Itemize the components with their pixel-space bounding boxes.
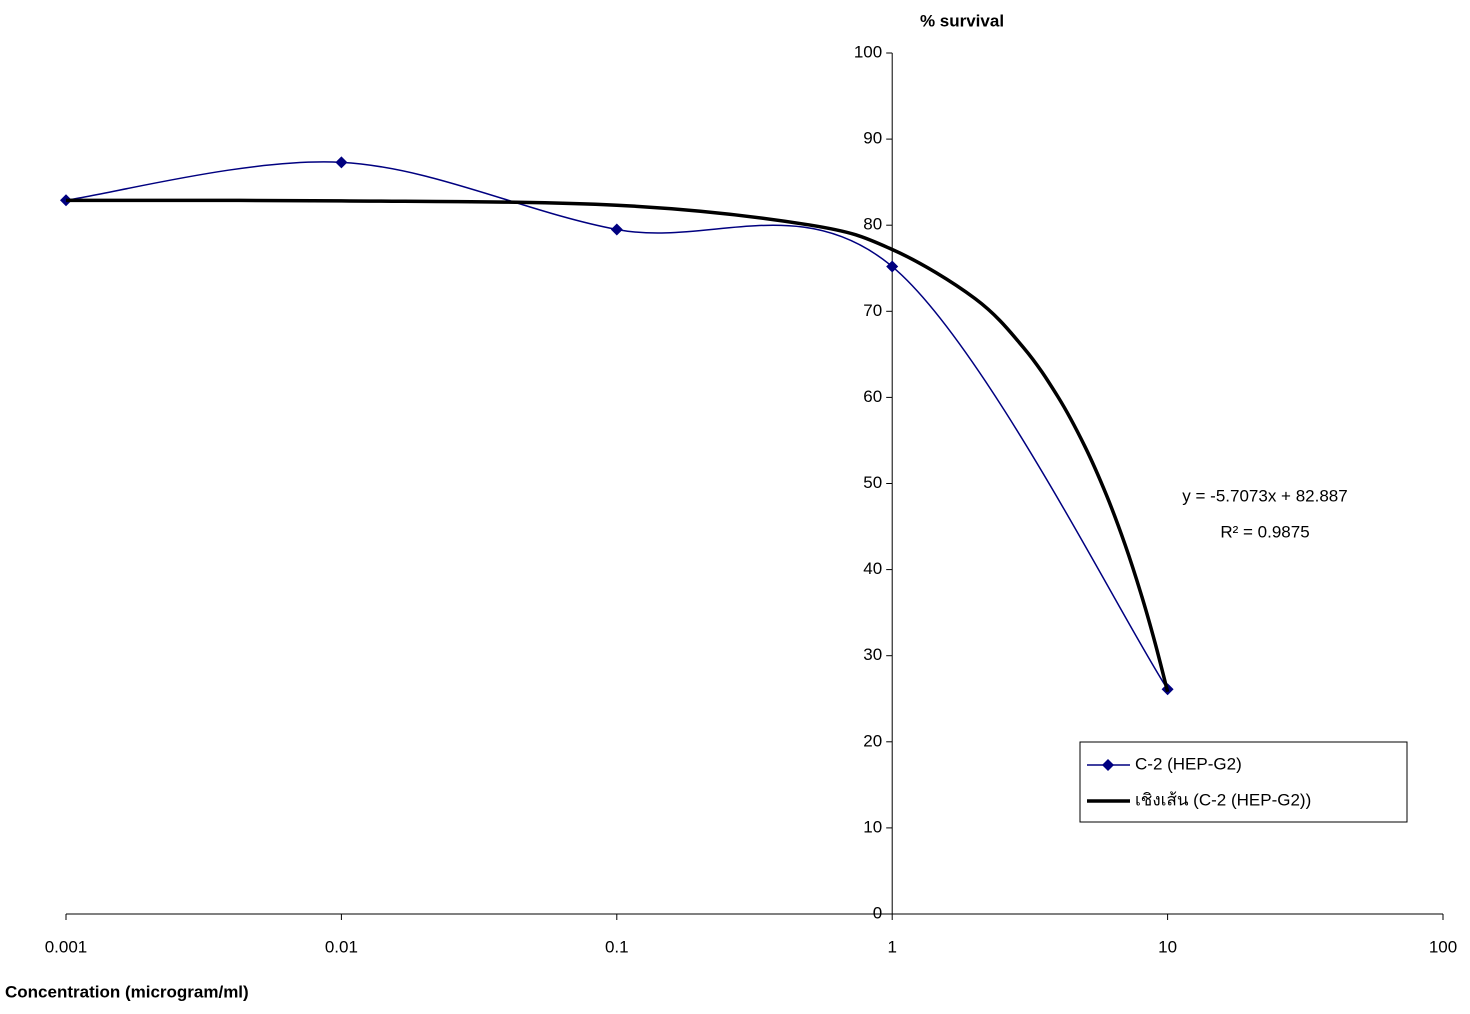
legend-label: C-2 (HEP-G2) <box>1135 754 1242 773</box>
series-line <box>65 198 1170 693</box>
r-squared: R² = 0.9875 <box>1220 522 1309 541</box>
legend-box <box>1079 741 1408 823</box>
x-tick-label: 1 <box>887 937 896 956</box>
legend-marker <box>1102 759 1114 771</box>
y-tick-label: 90 <box>863 129 882 148</box>
y-tick-label: 100 <box>854 42 882 61</box>
y-tick-label: 10 <box>863 817 882 836</box>
x-tick-label: 100 <box>1429 937 1457 956</box>
y-tick-label: 30 <box>863 645 882 664</box>
y-tick-label: 20 <box>863 731 882 750</box>
legend-label: เชิงเส้น (C-2 (HEP-G2)) <box>1135 790 1311 809</box>
y-tick-label: 80 <box>863 215 882 234</box>
point <box>886 260 899 273</box>
y-tick-label: 60 <box>863 387 882 406</box>
x-tick-label: 10 <box>1158 937 1177 956</box>
y-axis-title: % survival <box>920 11 1004 30</box>
y-tick-label: 70 <box>863 301 882 320</box>
y-tick-label: 0 <box>873 903 882 922</box>
x-tick-label: 0.1 <box>605 937 629 956</box>
x-tick-label: 0.001 <box>45 937 88 956</box>
y-tick-label: 40 <box>863 559 882 578</box>
x-axis-title: Concentration (microgram/ml) <box>5 982 249 1001</box>
y-tick-label: 50 <box>863 473 882 492</box>
series-line <box>65 161 1169 690</box>
equation: y = -5.7073x + 82.887 <box>1182 486 1347 505</box>
point <box>335 156 348 169</box>
point <box>610 223 623 236</box>
x-tick-label: 0.01 <box>325 937 358 956</box>
